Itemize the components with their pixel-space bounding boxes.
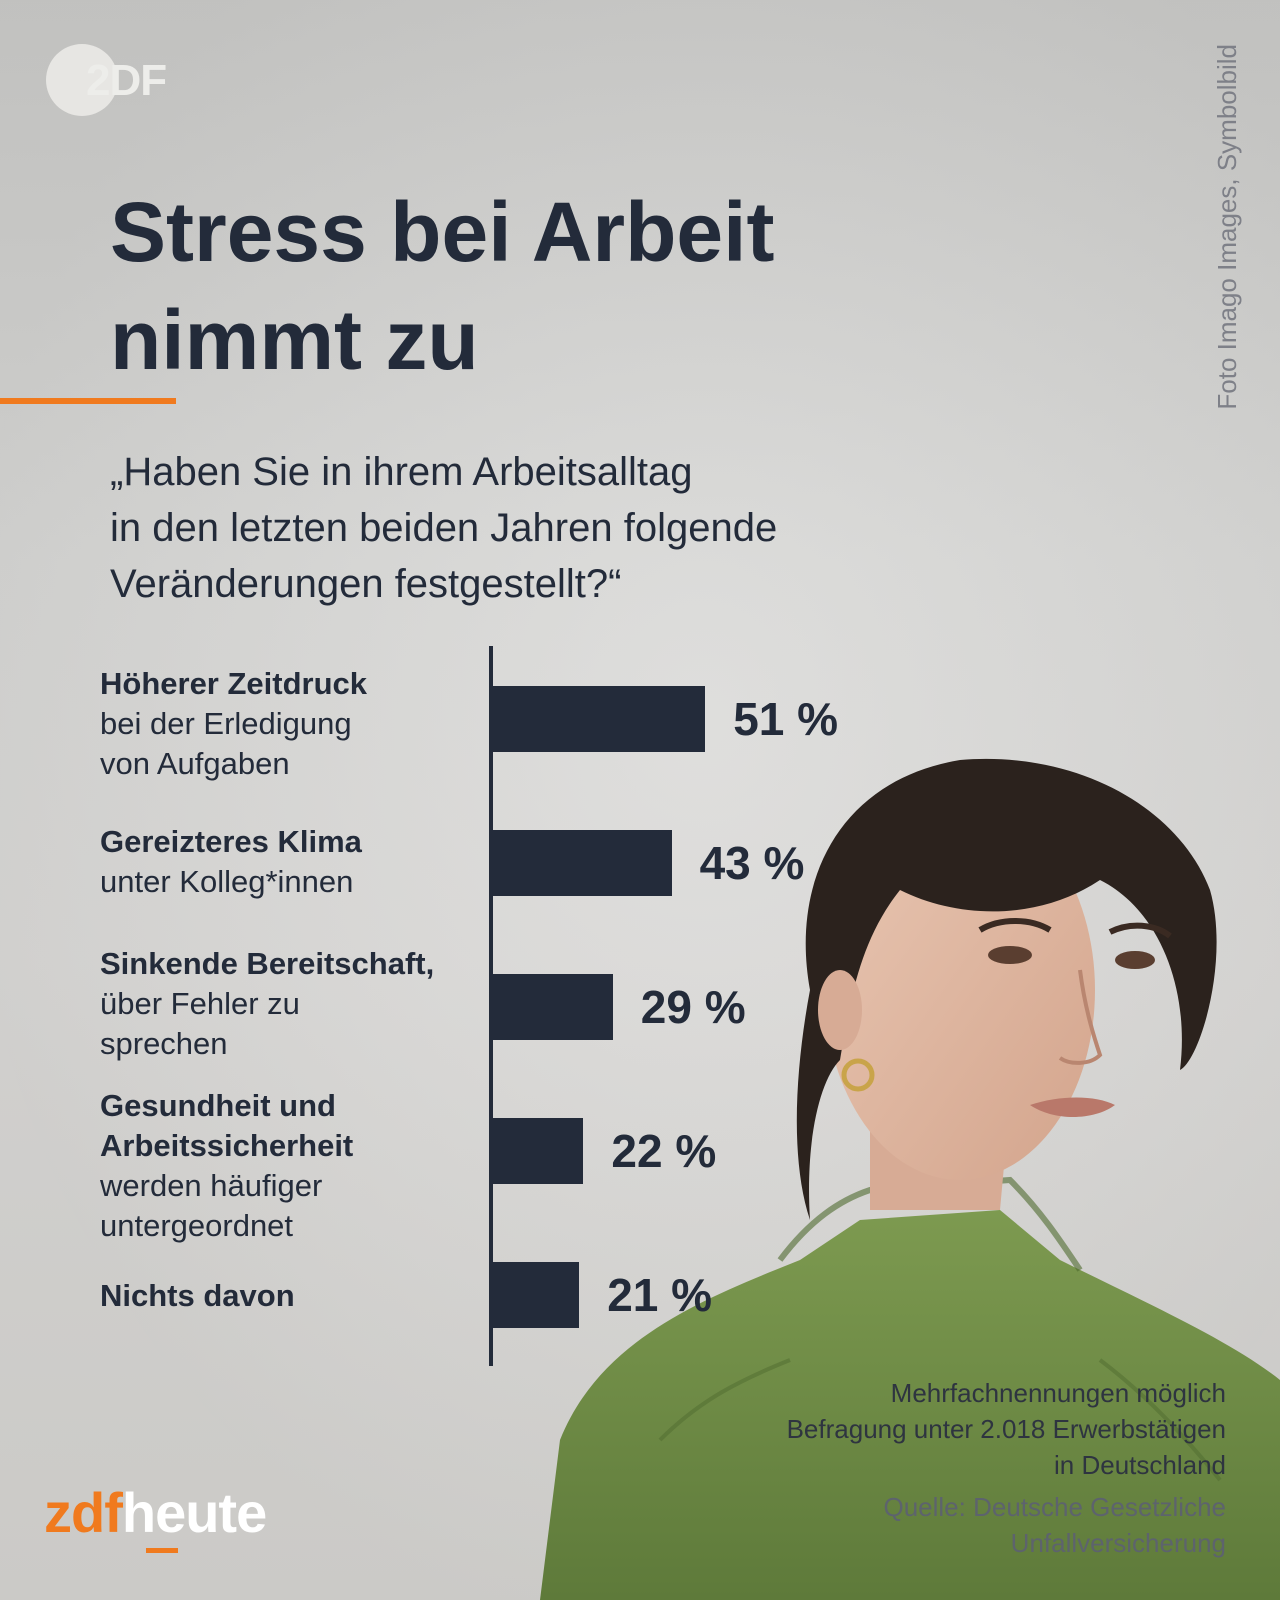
value-label: 51 %	[733, 693, 839, 745]
accent-line	[0, 398, 176, 404]
category-label-bold-line: Arbeitssicherheit	[100, 1128, 354, 1163]
category-label-line: von Aufgaben	[100, 746, 290, 781]
zdf-logo-circle	[46, 44, 118, 116]
value-label: 22 %	[611, 1125, 717, 1177]
category-label-bold-line: Gesundheit und	[100, 1088, 336, 1123]
brand-zdf: zdf	[44, 1481, 123, 1544]
page-title: Stress bei Arbeit nimmt zu	[110, 178, 970, 394]
category-label: Gereizteres Klima unter Kolleg*innen	[100, 822, 490, 902]
title-line: Stress bei Arbeit	[110, 185, 775, 279]
category-label-line: werden häufiger	[100, 1168, 323, 1203]
zdf-logo: 2DF	[46, 44, 186, 116]
category-label-line: bei der Erledigung	[100, 706, 352, 741]
survey-question: „Haben Sie in ihrem Arbeitsalltag in den…	[110, 444, 1010, 612]
value-label: 43 %	[699, 837, 805, 889]
title-line: nimmt zu	[110, 293, 479, 387]
bar	[491, 686, 706, 752]
value-label: 21 %	[607, 1269, 713, 1321]
note-line: in Deutschland	[1054, 1450, 1226, 1480]
category-label: Höherer Zeitdruck bei der Erledigung von A…	[100, 664, 490, 784]
source-line: Quelle: Deutsche Gesetzliche	[883, 1492, 1226, 1522]
category-label-bold-line: Gereizteres Klima	[100, 824, 362, 859]
brand-underline	[146, 1548, 178, 1553]
portrait-photo	[540, 758, 1280, 1600]
question-line: Veränderungen festgestellt?“	[110, 562, 622, 606]
note-line: Mehrfachnennungen möglich	[890, 1378, 1226, 1408]
note-line: Befragung unter 2.018 Erwerbstätigen	[786, 1414, 1226, 1444]
zdf-logo-text: 2DF	[86, 56, 167, 105]
brand-heute: heute	[121, 1481, 267, 1544]
category-label: Gesundheit und Arbeitssicherheit werden hä…	[100, 1086, 490, 1246]
category-label-line: untergeordnet	[100, 1208, 294, 1243]
source-line: Unfallversicherung	[1010, 1528, 1226, 1558]
category-label-line: sprechen	[100, 1026, 228, 1061]
category-label-line: unter Kolleg*innen	[100, 864, 354, 899]
photo-credit: Foto Imago Images, Symbolbild	[1212, 44, 1242, 410]
zdfheute-logo: zdfheute	[44, 1480, 267, 1545]
bar	[491, 1118, 584, 1184]
chart-notes: Mehrfachnennungen möglich Befragung unte…	[606, 1375, 1226, 1561]
category-label-line: über Fehler zu	[100, 986, 300, 1021]
value-label: 29 %	[640, 981, 746, 1033]
question-line: „Haben Sie in ihrem Arbeitsalltag	[110, 450, 693, 494]
bar	[491, 974, 613, 1040]
category-label-bold-line: Nichts davon	[100, 1278, 295, 1313]
category-label: Nichts davon	[100, 1276, 490, 1316]
category-label-bold-line: Höherer Zeitdruck	[100, 666, 368, 701]
category-label: Sinkende Bereitschaft, über Fehler zu spre…	[100, 944, 490, 1064]
bar	[491, 1262, 580, 1328]
category-label-bold-line: Sinkende Bereitschaft,	[100, 946, 435, 981]
question-line: in den letzten beiden Jahren folgende	[110, 506, 778, 550]
source-text: Quelle: Deutsche Gesetzliche Unfallversi…	[606, 1489, 1226, 1561]
bar	[491, 830, 672, 896]
